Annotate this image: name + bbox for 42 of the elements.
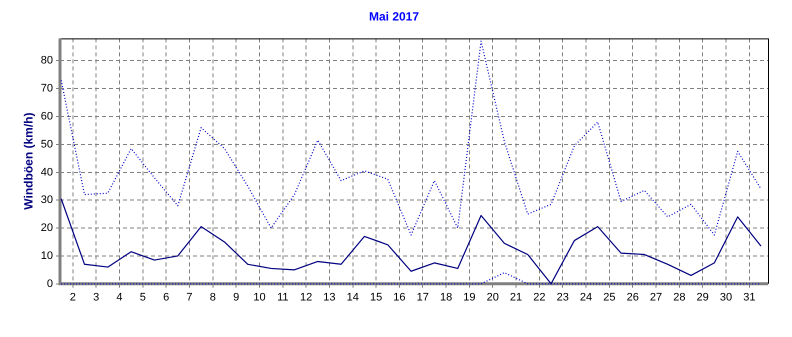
y-tick-label: 30	[40, 194, 53, 206]
x-tick-label: 15	[370, 291, 382, 304]
x-tick-label: 2	[70, 291, 76, 304]
x-tick-label: 21	[510, 291, 522, 304]
x-tick-label: 9	[233, 291, 240, 304]
x-tick-label: 3	[93, 291, 100, 304]
x-tick-label: 30	[720, 291, 732, 304]
y-tick-label: 40	[40, 166, 53, 178]
x-tick-label: 10	[253, 291, 266, 304]
y-tick-label: 60	[40, 110, 53, 123]
x-tick-label: 7	[186, 291, 193, 304]
x-tick-label: 4	[116, 291, 123, 304]
x-tick-label: 11	[277, 291, 288, 304]
y-axis-title: Windböen (km/h)	[22, 112, 36, 210]
x-tick-label: 19	[463, 291, 476, 304]
x-tick-label: 8	[210, 291, 216, 304]
y-tick-label: 20	[40, 222, 53, 234]
x-tick-label: 25	[603, 291, 616, 304]
x-tick-label: 27	[650, 291, 662, 304]
x-tick-label: 28	[673, 291, 686, 304]
y-tick-label: 70	[40, 82, 53, 95]
x-tick-label: 24	[580, 291, 592, 304]
chart-title: Mai 2017	[368, 10, 420, 24]
x-tick-label: 23	[556, 291, 569, 304]
x-tick-label: 17	[416, 291, 429, 304]
x-tick-label: 22	[533, 291, 546, 304]
y-tick-label: 80	[40, 54, 53, 67]
x-tick-label: 18	[440, 291, 452, 304]
y-tick-label: 0	[46, 278, 53, 290]
x-tick-label: 6	[163, 291, 170, 304]
x-tick-label: 5	[140, 291, 146, 304]
x-tick-label: 13	[323, 291, 336, 304]
x-tick-label: 12	[300, 291, 312, 304]
x-tick-label: 31	[743, 291, 756, 304]
x-tick-label: 26	[626, 291, 639, 304]
x-tick-label: 16	[393, 291, 406, 304]
y-tick-label: 10	[40, 250, 53, 262]
x-tick-label: 14	[346, 291, 359, 304]
line-series	[60, 40, 762, 236]
x-tick-label: 20	[486, 291, 499, 304]
x-tick-label: 29	[696, 291, 709, 304]
y-tick-label: 50	[40, 138, 53, 150]
